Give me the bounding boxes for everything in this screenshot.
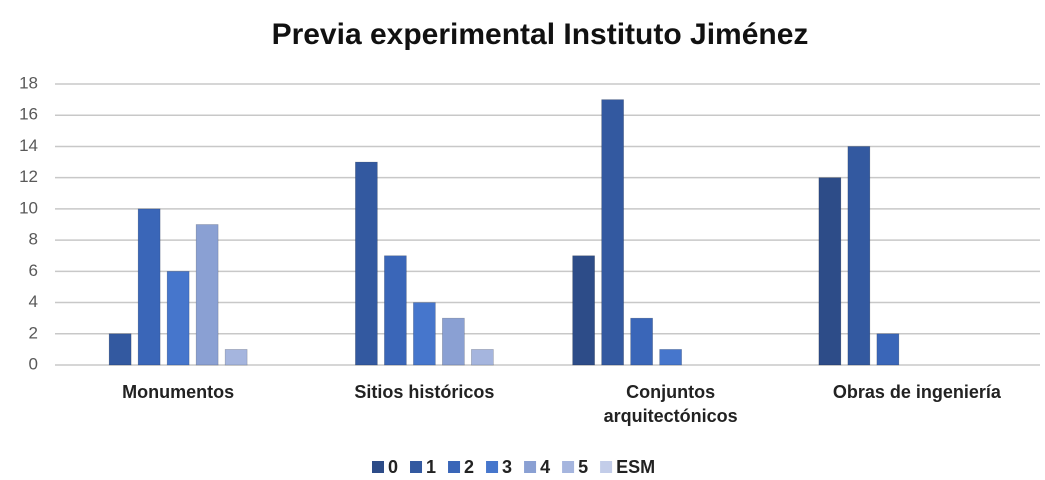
y-tick-label: 12: [19, 167, 38, 186]
y-tick-label: 16: [19, 105, 38, 124]
chart-title: Previa experimental Instituto Jiménez: [272, 18, 809, 51]
legend-label: 1: [426, 457, 436, 477]
x-tick-label: Conjuntos arquitectónicos: [603, 382, 738, 426]
bar: [384, 255, 407, 366]
legend-swatch: [372, 461, 384, 473]
bar: [471, 349, 494, 366]
bar: [659, 349, 682, 366]
bar: [195, 224, 219, 366]
bar: [876, 333, 900, 366]
legend-swatch: [486, 461, 499, 473]
bar: [108, 333, 132, 366]
bar: [355, 161, 378, 366]
legend-swatch: [524, 461, 537, 473]
y-tick-label: 2: [29, 323, 38, 342]
y-tick-label: 8: [29, 230, 38, 249]
bar: [572, 255, 595, 366]
y-tick-label: 4: [29, 292, 38, 311]
x-tick-label: Sitios históricos: [354, 382, 495, 402]
legend-swatch: [448, 461, 461, 473]
legend-label: 4: [540, 457, 550, 477]
y-tick-label: 0: [29, 354, 38, 373]
bar: [601, 99, 624, 366]
bar: [818, 177, 842, 366]
legend-label: 3: [502, 457, 512, 477]
y-tick-label: 18: [19, 73, 38, 92]
bar: [413, 302, 436, 366]
bar: [224, 349, 248, 366]
legend-label: 5: [578, 457, 588, 477]
x-tick-label: Monumentos: [122, 382, 235, 402]
legend-label: 0: [388, 457, 398, 477]
bar: [137, 208, 161, 366]
bar: [166, 271, 190, 366]
legend-label: ESM: [616, 457, 655, 477]
x-tick-label: Obras de ingeniería: [832, 382, 1001, 402]
bar: [847, 146, 871, 366]
legend-swatch: [410, 461, 423, 473]
y-tick-label: 6: [29, 261, 38, 280]
legend-swatch: [562, 461, 575, 473]
legend-label: 2: [464, 457, 474, 477]
bar: [442, 317, 465, 366]
y-tick-label: 14: [19, 136, 38, 155]
y-tick-label: 10: [19, 198, 38, 217]
bar: [630, 317, 653, 366]
legend-swatch: [600, 461, 613, 473]
